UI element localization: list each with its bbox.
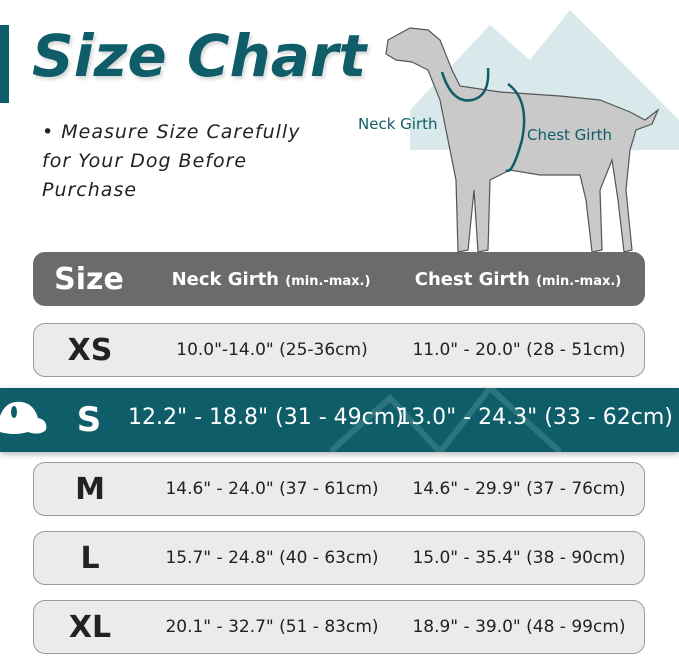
chest-cell: 13.0" - 24.3" (33 - 62cm)	[397, 405, 673, 430]
page-title: Size Chart	[32, 22, 367, 90]
accent-bar	[0, 25, 9, 103]
dog-head-icon	[0, 401, 47, 434]
table-header: Size Neck Girth (min.-max.) Chest Girth …	[33, 252, 645, 306]
mountain-watermark-icon	[330, 388, 563, 452]
chest-cell: 14.6" - 29.9" (37 - 76cm)	[412, 479, 626, 499]
size-cell: XS	[67, 332, 113, 368]
header-chest-label: Chest Girth	[414, 268, 530, 290]
chest-girth-line	[505, 82, 526, 173]
size-cell: M	[75, 471, 105, 507]
neck-girth-line	[440, 67, 490, 102]
header-chest-unit: (min.-max.)	[536, 273, 622, 289]
neck-cell: 12.2" - 18.8" (31 - 49cm)	[128, 405, 404, 430]
header-neck-unit: (min.-max.)	[285, 273, 371, 289]
header-neck: Neck Girth (min.-max.)	[151, 269, 391, 290]
table-row: L 15.7" - 24.8" (40 - 63cm) 15.0" - 35.4…	[33, 531, 645, 585]
table-row: XS 10.0"-14.0" (25-36cm) 11.0" - 20.0" (…	[33, 323, 645, 377]
chest-girth-label: Chest Girth	[527, 126, 613, 144]
table-row: XL 20.1" - 32.7" (51 - 83cm) 18.9" - 39.…	[33, 600, 645, 654]
neck-cell: 14.6" - 24.0" (37 - 61cm)	[165, 479, 379, 499]
chest-cell: 15.0" - 35.4" (38 - 90cm)	[412, 548, 626, 568]
size-cell: L	[80, 540, 100, 576]
neck-cell: 15.7" - 24.8" (40 - 63cm)	[165, 548, 379, 568]
table-row: M 14.6" - 24.0" (37 - 61cm) 14.6" - 29.9…	[33, 462, 645, 516]
subtitle: • Measure Size Carefully for Your Dog Be…	[42, 121, 301, 201]
neck-girth-label: Neck Girth	[358, 115, 438, 133]
dog-measurement-illustration	[385, 10, 679, 253]
chest-cell: 18.9" - 39.0" (48 - 99cm)	[412, 617, 626, 637]
table-row-highlighted: S 12.2" - 18.8" (31 - 49cm) 13.0" - 24.3…	[0, 388, 679, 452]
size-cell: XL	[68, 609, 112, 645]
header-chest: Chest Girth (min.-max.)	[393, 269, 643, 290]
neck-cell: 10.0"-14.0" (25-36cm)	[176, 340, 368, 360]
header-size: Size	[54, 261, 124, 297]
size-cell: S	[76, 400, 102, 440]
chest-cell: 11.0" - 20.0" (28 - 51cm)	[412, 340, 626, 360]
header-neck-label: Neck Girth	[171, 268, 279, 290]
neck-cell: 20.1" - 32.7" (51 - 83cm)	[165, 617, 379, 637]
